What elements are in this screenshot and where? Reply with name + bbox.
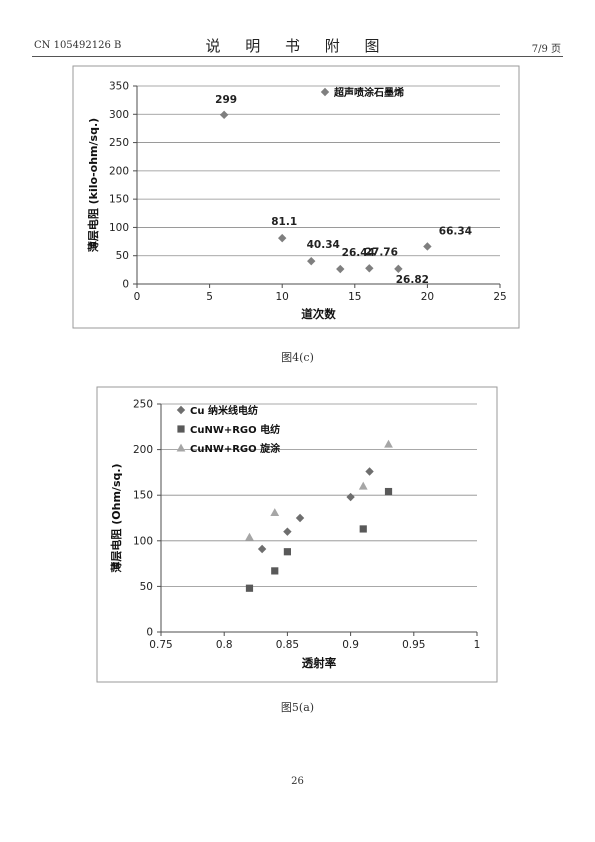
y-tick-label: 250 xyxy=(133,399,153,411)
legend-marker xyxy=(177,425,185,433)
data-point xyxy=(359,525,367,533)
data-label: 27.76 xyxy=(365,246,398,258)
data-point xyxy=(365,264,374,273)
data-point xyxy=(346,492,355,502)
y-tick-label: 50 xyxy=(116,250,129,262)
patent-number: CN 105492126 B xyxy=(34,40,122,51)
data-label: 66.34 xyxy=(439,225,472,237)
x-tick-label: 0.8 xyxy=(216,639,233,651)
data-point xyxy=(358,481,368,490)
data-label: 299 xyxy=(215,94,237,106)
x-tick-label: 1 xyxy=(474,639,481,651)
x-axis-title: 透射率 xyxy=(302,656,337,670)
data-label: 26.44 xyxy=(342,247,375,259)
legend-marker xyxy=(320,87,330,97)
data-point xyxy=(365,467,374,476)
y-tick-label: 0 xyxy=(122,279,129,291)
data-point xyxy=(394,264,403,274)
data-point xyxy=(423,242,432,251)
chart-frame xyxy=(96,386,498,683)
data-point xyxy=(336,264,345,274)
x-tick-label: 0.75 xyxy=(149,639,172,651)
x-tick-label: 15 xyxy=(348,291,361,303)
data-point xyxy=(384,487,393,496)
y-tick-label: 350 xyxy=(109,81,129,93)
data-point xyxy=(295,513,305,523)
y-axis-title: 薄层电阻 (Ohm/sq.) xyxy=(109,463,123,572)
page-ratio: 7/9 页 xyxy=(531,44,561,55)
y-tick-label: 50 xyxy=(140,581,153,593)
x-tick-label: 10 xyxy=(276,291,289,303)
y-tick-label: 200 xyxy=(109,165,129,177)
legend-label: CuNW+RGO 电纺 xyxy=(190,423,280,436)
data-label: 26.82 xyxy=(396,274,429,286)
y-tick-label: 150 xyxy=(133,490,153,502)
legend-marker xyxy=(176,405,186,415)
data-point xyxy=(270,508,280,517)
data-point xyxy=(307,256,316,266)
data-point xyxy=(283,548,291,556)
legend-label: Cu 纳米线电纺 xyxy=(190,404,258,417)
chart-2: 0 50 100 150 200 250 0.75 0.8 0.85 0.9 0.95 1 透射率 薄层电… xyxy=(96,386,498,683)
legend-marker xyxy=(176,443,186,452)
data-point xyxy=(257,544,267,554)
y-tick-label: 100 xyxy=(109,222,129,234)
data-label: 40.34 xyxy=(307,239,340,251)
data-point xyxy=(245,532,254,541)
data-point xyxy=(271,567,279,575)
x-tick-label: 0.85 xyxy=(276,639,299,651)
figure-caption-4c: 图4(c) xyxy=(281,351,314,364)
y-tick-label: 200 xyxy=(133,444,153,456)
chart-frame xyxy=(72,65,520,329)
figure-caption-5a: 图5(a) xyxy=(280,701,315,714)
y-tick-label: 300 xyxy=(109,109,129,121)
x-tick-label: 0 xyxy=(134,291,141,303)
y-tick-label: 150 xyxy=(109,194,129,206)
legend-label: CuNW+RGO 旋涂 xyxy=(190,442,281,455)
x-tick-label: 25 xyxy=(493,291,506,303)
y-tick-label: 0 xyxy=(146,627,153,639)
data-point xyxy=(219,110,229,120)
x-tick-label: 0.9 xyxy=(342,639,359,651)
x-axis-title: 道次数 xyxy=(301,307,336,321)
header-rule xyxy=(32,56,563,57)
data-point xyxy=(245,584,254,592)
data-point xyxy=(283,527,292,536)
x-tick-label: 20 xyxy=(421,291,434,303)
y-tick-label: 250 xyxy=(109,137,129,149)
x-tick-label: 5 xyxy=(206,291,213,303)
y-axis-title: 薄层电阻 (kilo-ohm/sq.) xyxy=(86,118,100,252)
data-point xyxy=(278,233,287,243)
page-number: 26 xyxy=(291,776,304,787)
y-tick-label: 100 xyxy=(133,535,153,547)
legend-label: 超声喷涂石墨烯 xyxy=(333,86,404,99)
section-title: 说 明 书 附 图 xyxy=(205,37,390,55)
data-point xyxy=(384,439,393,448)
x-tick-label: 0.95 xyxy=(402,639,425,651)
chart-1: 0 50 100 150 200 250 300 350 0 5 10 15 20 25 道次数 薄层电阻 (… xyxy=(72,65,520,329)
data-label: 81.1 xyxy=(271,216,297,228)
